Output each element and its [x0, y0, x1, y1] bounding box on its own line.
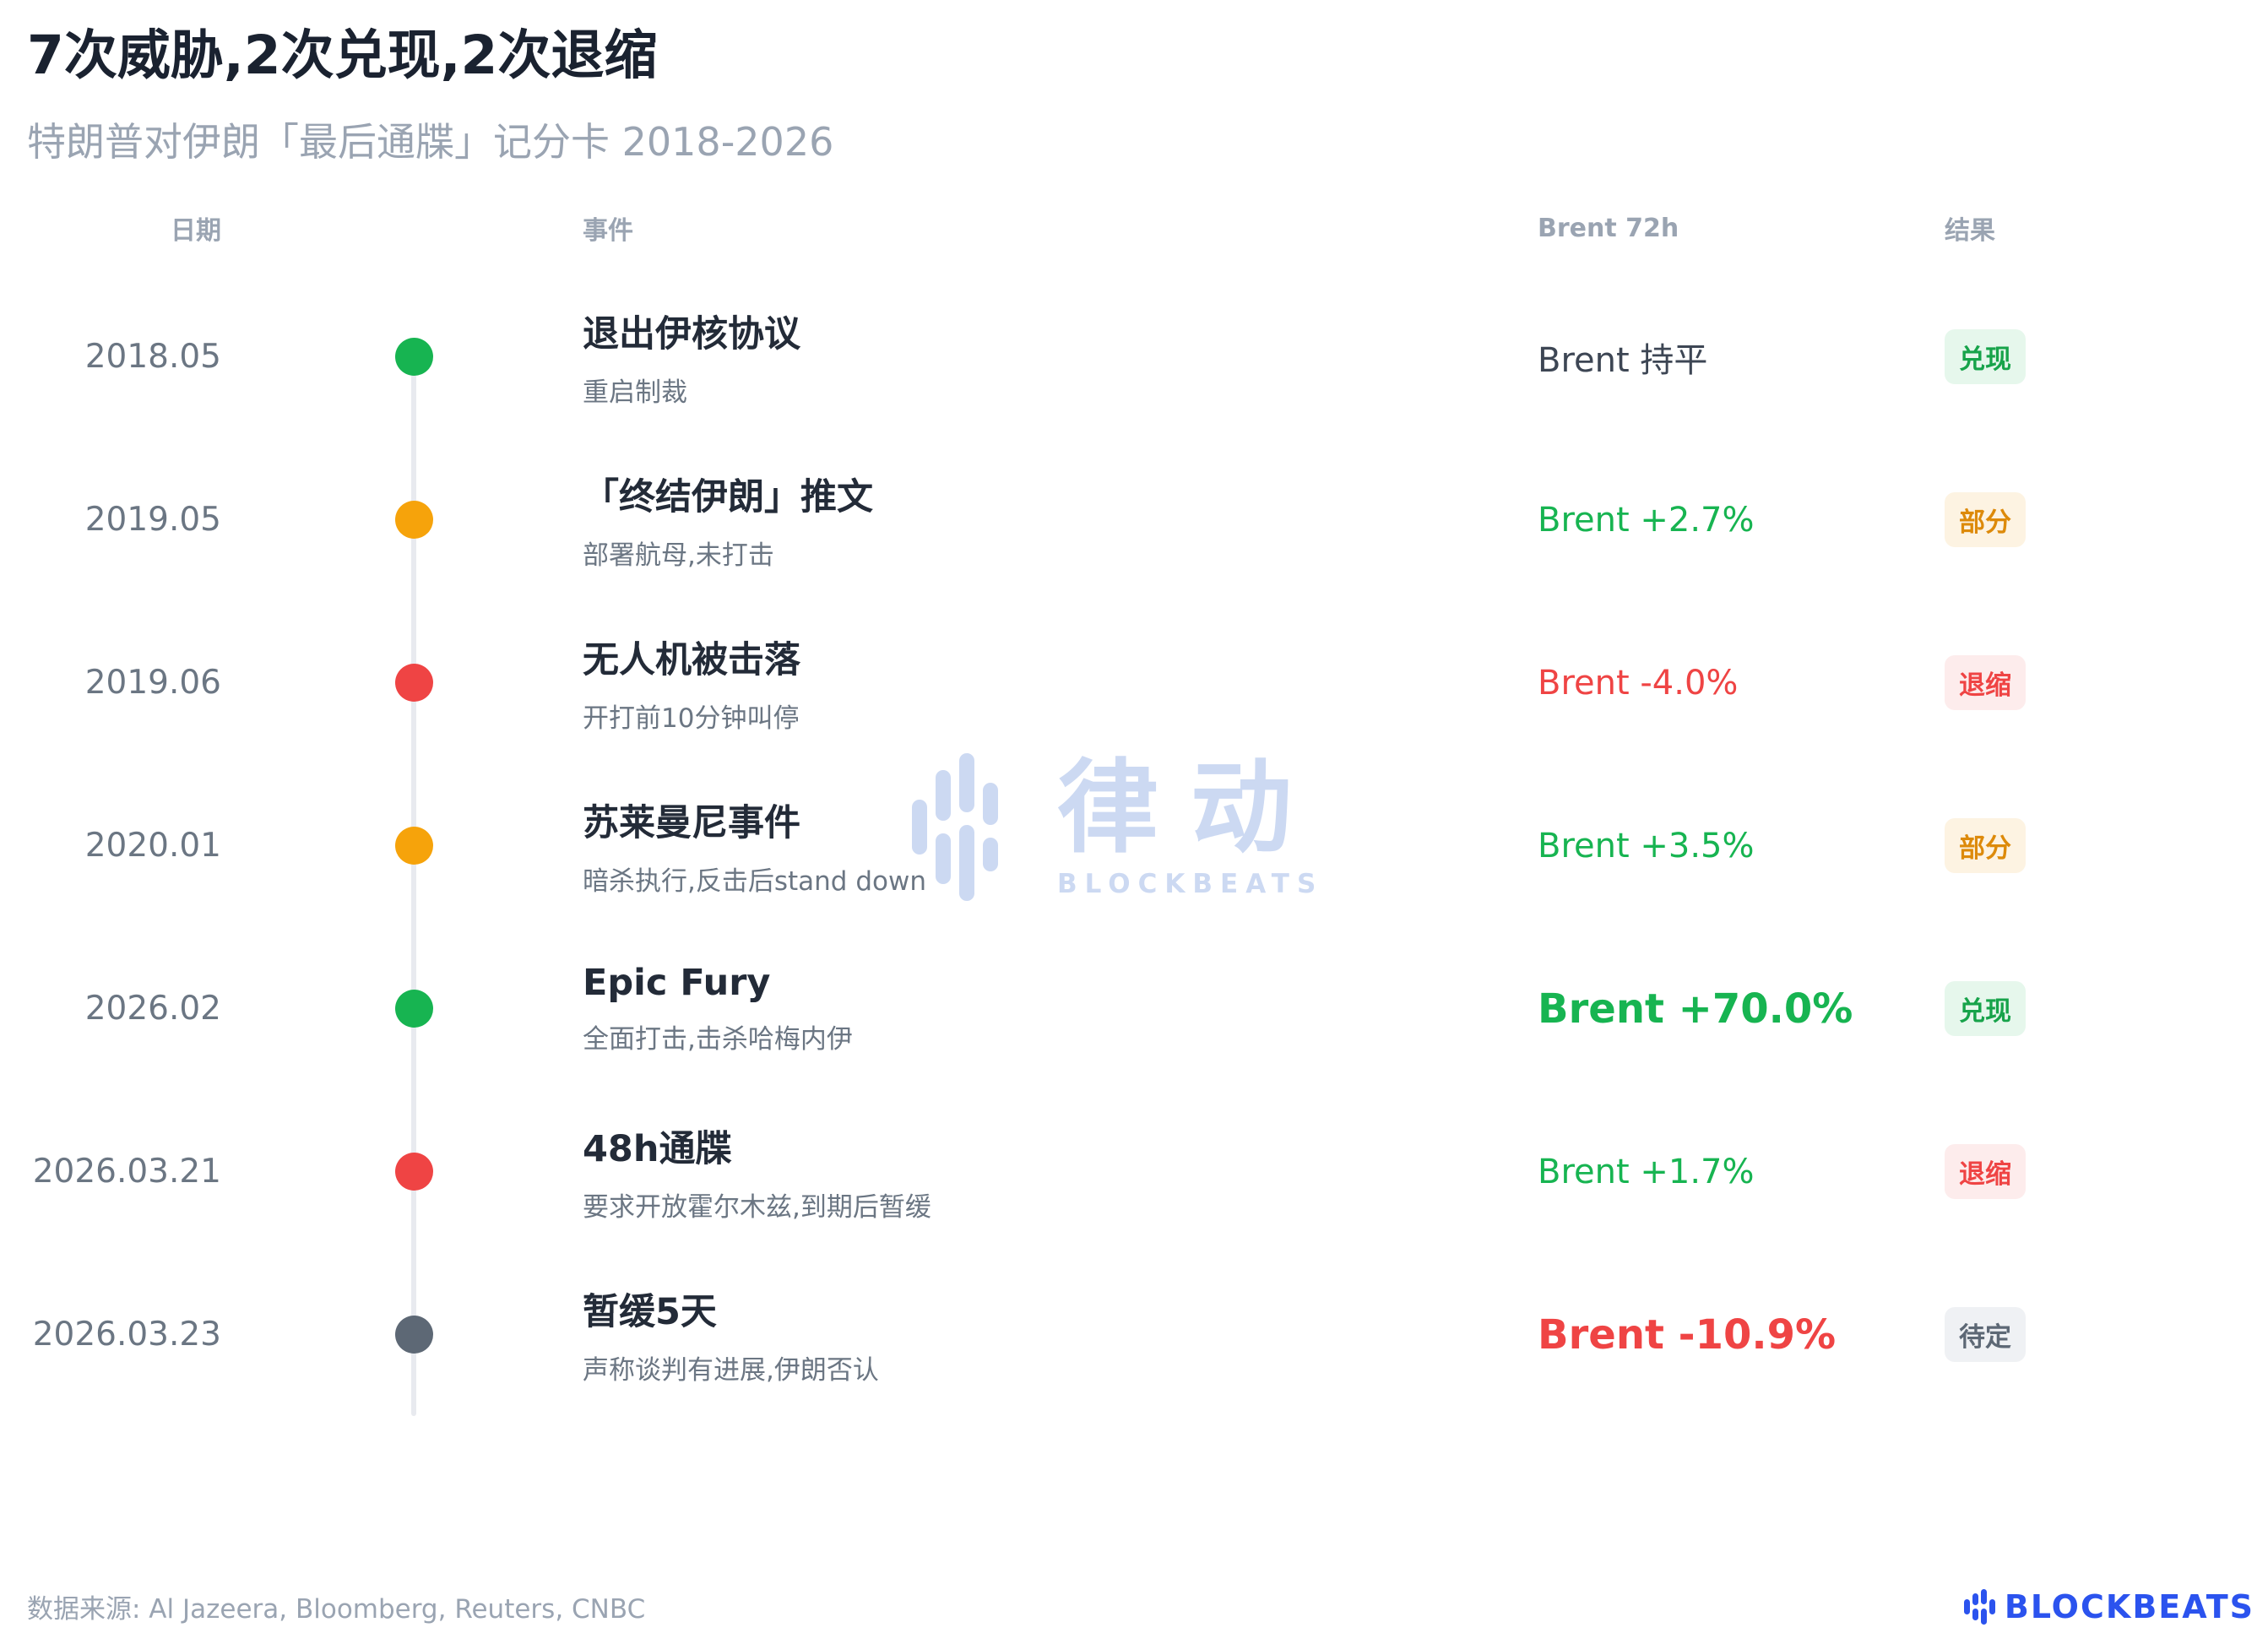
row-date: 2019.06	[84, 664, 221, 703]
row-timeline-cell	[245, 1153, 583, 1191]
event-subtitle: 要求开放霍尔木兹,到期后暂缓	[583, 1192, 931, 1224]
row-result-cell: 退缩	[1934, 1144, 2268, 1200]
event-subtitle: 暗杀执行,反击后stand down	[583, 866, 926, 898]
brent-value: Brent +1.7%	[1538, 1152, 1755, 1191]
brent-value: Brent +2.7%	[1538, 500, 1755, 540]
col-header-result: 结果	[1945, 216, 1995, 247]
event-title: 48h通牒	[583, 1128, 732, 1171]
row-brent-cell: Brent 持平	[1538, 333, 1934, 382]
row-result-cell: 待定	[1934, 1307, 2268, 1363]
row-date: 2019.05	[84, 501, 221, 540]
table-row: 2026.02 Epic Fury 全面打击,击杀哈梅内伊 Brent +70.…	[0, 927, 2268, 1090]
row-timeline-cell	[245, 1316, 583, 1354]
timeline-dot	[394, 338, 433, 377]
brand-logo-text: BLOCKBEATS	[2004, 1587, 2254, 1625]
event-title: Epic Fury	[583, 962, 771, 1005]
row-timeline-cell	[245, 827, 583, 865]
row-brent-cell: Brent +70.0%	[1538, 985, 1934, 1033]
row-result-cell: 兑现	[1934, 981, 2268, 1037]
timeline-dot	[394, 990, 433, 1028]
event-title: 暂缓5天	[583, 1291, 717, 1334]
timeline-line	[411, 356, 416, 1417]
brent-value: Brent -10.9%	[1538, 1310, 1837, 1359]
row-brent-cell: Brent +3.5%	[1538, 827, 1934, 865]
row-event-cell: 暂缓5天 声称谈判有进展,伊朗否认	[583, 1283, 1538, 1386]
row-event-cell: 苏莱曼尼事件 暗杀执行,反击后stand down	[583, 794, 1538, 898]
brent-value: Brent -4.0%	[1538, 663, 1739, 703]
blockbeats-logo-icon	[1963, 1588, 1995, 1625]
footer: 数据来源: Al Jazeera, Bloomberg, Reuters, CN…	[27, 1587, 2254, 1625]
result-badge: 部分	[1945, 818, 2026, 874]
page-subtitle: 特朗普对伊朗「最后通牒」记分卡 2018-2026	[27, 119, 834, 165]
row-timeline-cell	[245, 501, 583, 540]
timeline-rows: 2018.05 退出伊核协议 重启制裁 Brent 持平 兑现 2019.05 …	[0, 275, 2268, 1417]
row-timeline-cell	[245, 664, 583, 703]
row-date: 2026.03.23	[32, 1316, 221, 1354]
event-subtitle: 声称谈判有进展,伊朗否认	[583, 1355, 879, 1386]
result-badge: 退缩	[1945, 1144, 2026, 1200]
timeline-dot	[394, 827, 433, 865]
table-row: 2019.05 「终结伊朗」推文 部署航母,未打击 Brent +2.7% 部分	[0, 438, 2268, 601]
row-result-cell: 部分	[1934, 818, 2268, 874]
brand-logo: BLOCKBEATS	[1963, 1587, 2254, 1625]
row-brent-cell: Brent -4.0%	[1538, 664, 1934, 703]
event-subtitle: 开打前10分钟叫停	[583, 703, 800, 735]
page-title: 7次威胁,2次兑现,2次退缩	[27, 24, 658, 86]
row-result-cell: 兑现	[1934, 329, 2268, 385]
table-row: 2026.03.23 暂缓5天 声称谈判有进展,伊朗否认 Brent -10.9…	[0, 1253, 2268, 1416]
row-date: 2018.05	[84, 338, 221, 377]
row-event-cell: 退出伊核协议 重启制裁	[583, 305, 1538, 409]
event-title: 苏莱曼尼事件	[583, 802, 800, 845]
row-result-cell: 退缩	[1934, 655, 2268, 711]
row-event-cell: 「终结伊朗」推文 部署航母,未打击	[583, 468, 1538, 572]
row-event-cell: 无人机被击落 开打前10分钟叫停	[583, 631, 1538, 735]
row-date: 2020.01	[84, 827, 221, 865]
result-badge: 退缩	[1945, 655, 2026, 711]
data-source: 数据来源: Al Jazeera, Bloomberg, Reuters, CN…	[27, 1594, 646, 1625]
timeline-dot	[394, 664, 433, 703]
row-event-cell: Epic Fury 全面打击,击杀哈梅内伊	[583, 962, 1538, 1055]
row-date: 2026.02	[84, 990, 221, 1028]
result-badge: 待定	[1945, 1307, 2026, 1363]
column-headers: 日期 事件 Brent 72h 结果	[0, 209, 2268, 247]
row-timeline-cell	[245, 990, 583, 1028]
result-badge: 兑现	[1945, 981, 2026, 1037]
timeline-dot	[394, 1153, 433, 1191]
brent-value: Brent +70.0%	[1538, 985, 1853, 1033]
table-row: 2019.06 无人机被击落 开打前10分钟叫停 Brent -4.0% 退缩	[0, 601, 2268, 764]
row-timeline-cell	[245, 338, 583, 377]
col-header-brent: Brent 72h	[1538, 213, 1679, 243]
table-row: 2026.03.21 48h通牒 要求开放霍尔木兹,到期后暂缓 Brent +1…	[0, 1090, 2268, 1253]
table-row: 2018.05 退出伊核协议 重启制裁 Brent 持平 兑现	[0, 275, 2268, 438]
event-subtitle: 重启制裁	[583, 377, 687, 409]
row-brent-cell: Brent -10.9%	[1538, 1311, 1934, 1359]
row-result-cell: 部分	[1934, 492, 2268, 548]
result-badge: 部分	[1945, 492, 2026, 548]
event-title: 退出伊核协议	[583, 313, 800, 356]
table-row: 2020.01 苏莱曼尼事件 暗杀执行,反击后stand down Brent …	[0, 764, 2268, 927]
result-badge: 兑现	[1945, 329, 2026, 385]
event-title: 无人机被击落	[583, 639, 800, 682]
row-brent-cell: Brent +1.7%	[1538, 1153, 1934, 1191]
col-header-date: 日期	[171, 216, 221, 247]
timeline-dot	[394, 1316, 433, 1354]
event-subtitle: 部署航母,未打击	[583, 540, 774, 572]
event-subtitle: 全面打击,击杀哈梅内伊	[583, 1024, 853, 1055]
row-brent-cell: Brent +2.7%	[1538, 501, 1934, 540]
row-date: 2026.03.21	[32, 1153, 221, 1191]
col-header-event: 事件	[583, 216, 633, 247]
row-event-cell: 48h通牒 要求开放霍尔木兹,到期后暂缓	[583, 1120, 1538, 1224]
brent-value: Brent 持平	[1538, 340, 1708, 380]
event-title: 「终结伊朗」推文	[583, 476, 873, 519]
brent-value: Brent +3.5%	[1538, 826, 1755, 865]
header: 7次威胁,2次兑现,2次退缩 特朗普对伊朗「最后通牒」记分卡 2018-2026	[0, 0, 2268, 167]
timeline-dot	[394, 501, 433, 540]
